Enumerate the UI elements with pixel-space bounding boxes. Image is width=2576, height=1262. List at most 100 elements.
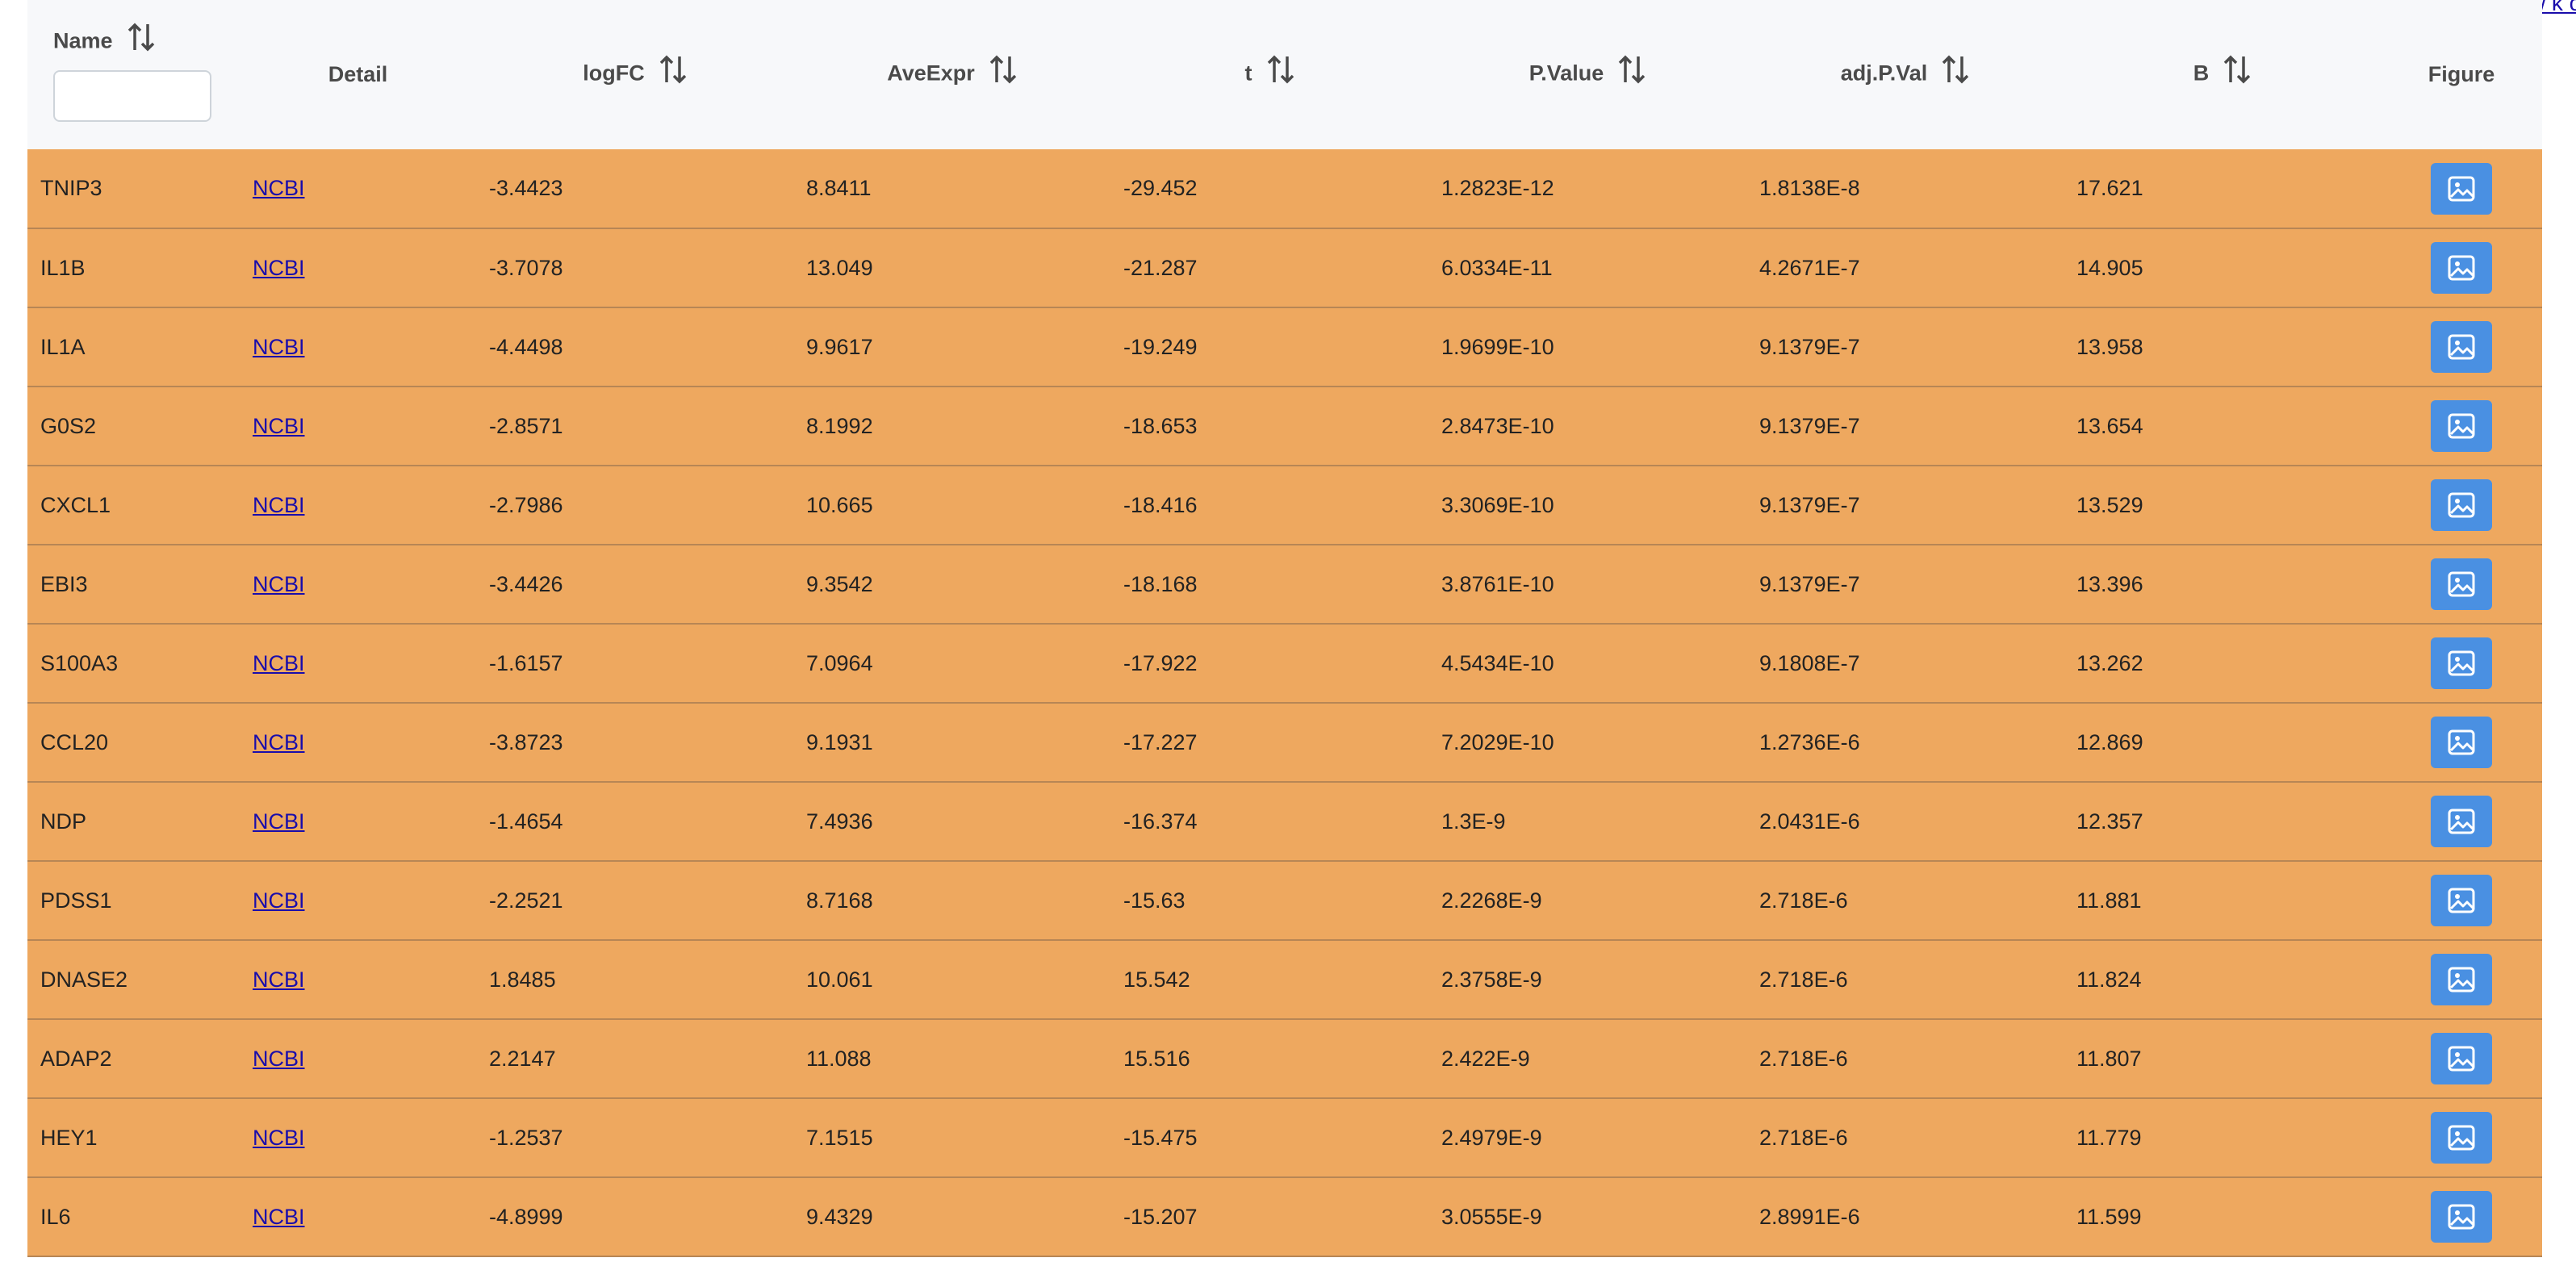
- ncbi-link[interactable]: NCBI: [253, 809, 305, 834]
- cell-detail: NCBI: [240, 703, 476, 782]
- ncbi-link[interactable]: NCBI: [253, 650, 305, 675]
- ncbi-link[interactable]: NCBI: [253, 255, 305, 280]
- figure-button[interactable]: [2431, 637, 2492, 689]
- table-row: CXCL1 NCBI -2.7986 10.665 -18.416 3.3069E-10 9…: [27, 466, 2542, 545]
- sort-arrows-icon[interactable]: [659, 53, 687, 91]
- ncbi-link[interactable]: NCBI: [253, 1204, 305, 1229]
- ncbi-link[interactable]: NCBI: [253, 1125, 305, 1150]
- column-header-label: B: [2193, 61, 2210, 86]
- sort-arrows-icon[interactable]: [1942, 53, 1969, 91]
- cell-adjpval: 2.718E-6: [1759, 1125, 1848, 1150]
- cell-name: DNASE2: [40, 967, 128, 992]
- cell-aveexpr: 13.049: [806, 255, 873, 280]
- cell-t: 15.516: [1123, 1046, 1190, 1071]
- cell-logfc: -2.8571: [489, 413, 563, 438]
- cell-aveexpr: 7.1515: [806, 1125, 873, 1150]
- cell-aveexpr: 8.8411: [806, 176, 872, 200]
- table-row: IL1B NCBI -3.7078 13.049 -21.287 6.0334E-11 4.…: [27, 228, 2542, 307]
- ncbi-link[interactable]: NCBI: [253, 413, 305, 438]
- cell-adjpval: 2.8991E-6: [1759, 1204, 1860, 1229]
- cell-logfc: -3.4423: [489, 176, 563, 200]
- cell-aveexpr: 8.1992: [806, 413, 873, 438]
- cell-pvalue: 2.8473E-10: [1441, 413, 1554, 438]
- column-header-aveexpr[interactable]: AveExpr: [793, 0, 1110, 149]
- cell-t: -15.475: [1123, 1125, 1198, 1150]
- cell-figure: [2381, 149, 2542, 228]
- cell-pvalue: 3.3069E-10: [1441, 492, 1554, 517]
- cell-pvalue: 6.0334E-11: [1441, 255, 1553, 280]
- cell-b: 11.779: [2076, 1125, 2142, 1150]
- ncbi-link[interactable]: NCBI: [253, 888, 305, 913]
- sort-arrows-icon[interactable]: [2223, 53, 2251, 91]
- results-table-container: Name Detail logFC AveExpr t P.Value adj.…: [27, 0, 2542, 1262]
- sort-arrows-icon[interactable]: [989, 53, 1017, 91]
- column-header-label: logFC: [583, 61, 645, 86]
- cell-adjpval: 2.718E-6: [1759, 888, 1848, 913]
- cell-b: 12.869: [2076, 729, 2143, 754]
- cell-logfc: -3.7078: [489, 255, 563, 280]
- column-header-logfc[interactable]: logFC: [476, 0, 793, 149]
- cell-adjpval: 4.2671E-7: [1759, 255, 1860, 280]
- cell-figure: [2381, 1019, 2542, 1098]
- cell-adjpval: 9.1379E-7: [1759, 571, 1860, 596]
- ncbi-link[interactable]: NCBI: [253, 334, 305, 359]
- cell-logfc: -2.2521: [489, 888, 563, 913]
- figure-button[interactable]: [2431, 1033, 2492, 1084]
- cell-aveexpr: 10.665: [806, 492, 873, 517]
- ncbi-link[interactable]: NCBI: [253, 729, 305, 754]
- cell-b: 11.599: [2076, 1204, 2142, 1229]
- cell-aveexpr: 7.0964: [806, 650, 873, 675]
- name-filter-input[interactable]: [53, 70, 211, 122]
- figure-button[interactable]: [2431, 558, 2492, 610]
- column-header-label: t: [1244, 61, 1252, 86]
- cell-logfc: -3.4426: [489, 571, 563, 596]
- column-header-name[interactable]: Name: [27, 0, 240, 149]
- figure-button[interactable]: [2431, 875, 2492, 926]
- ncbi-link[interactable]: NCBI: [253, 571, 305, 596]
- ncbi-link[interactable]: NCBI: [253, 1046, 305, 1071]
- cell-pvalue: 2.3758E-9: [1441, 967, 1542, 992]
- cell-pvalue: 1.2823E-12: [1441, 176, 1554, 200]
- table-row: ADAP2 NCBI 2.2147 11.088 15.516 2.422E-9 2.718…: [27, 1019, 2542, 1098]
- table-row: HEY1 NCBI -1.2537 7.1515 -15.475 2.4979E-9 2.7…: [27, 1098, 2542, 1177]
- cell-figure: [2381, 228, 2542, 307]
- cell-detail: NCBI: [240, 940, 476, 1019]
- show-columns-link[interactable]: Show k c: [2489, 0, 2576, 15]
- figure-button[interactable]: [2431, 162, 2492, 215]
- figure-button[interactable]: [2431, 242, 2492, 294]
- cell-detail: NCBI: [240, 545, 476, 624]
- cell-b: 17.621: [2076, 176, 2143, 200]
- figure-button[interactable]: [2431, 400, 2492, 452]
- cell-detail: NCBI: [240, 228, 476, 307]
- cell-logfc: -3.8723: [489, 729, 563, 754]
- column-header-label: Name: [53, 28, 113, 53]
- figure-button[interactable]: [2431, 1112, 2492, 1164]
- column-header-t[interactable]: t: [1110, 0, 1428, 149]
- cell-b: 11.881: [2076, 888, 2142, 913]
- cell-aveexpr: 8.7168: [806, 888, 873, 913]
- cell-name: IL1B: [40, 255, 86, 280]
- figure-button[interactable]: [2431, 321, 2492, 373]
- cell-adjpval: 2.718E-6: [1759, 967, 1848, 992]
- table-row: TNIP3 NCBI -3.4423 8.8411 -29.452 1.2823E-12 1…: [27, 149, 2542, 228]
- sort-arrows-icon[interactable]: [1267, 53, 1294, 91]
- ncbi-link[interactable]: NCBI: [253, 176, 305, 200]
- ncbi-link[interactable]: NCBI: [253, 492, 305, 517]
- figure-button[interactable]: [2431, 479, 2492, 531]
- cell-t: -15.207: [1123, 1204, 1198, 1229]
- table-row: CCL20 NCBI -3.8723 9.1931 -17.227 7.2029E-10 1…: [27, 703, 2542, 782]
- sort-arrows-icon[interactable]: [1618, 53, 1646, 91]
- cell-detail: NCBI: [240, 861, 476, 940]
- sort-arrows-icon[interactable]: [128, 21, 155, 59]
- column-header-pvalue[interactable]: P.Value: [1428, 0, 1746, 149]
- figure-button[interactable]: [2431, 1191, 2492, 1243]
- column-header-adjpval[interactable]: adj.P.Val: [1746, 0, 2064, 149]
- column-header-detail: Detail: [240, 0, 476, 149]
- cell-name: IL1A: [40, 334, 86, 359]
- figure-button[interactable]: [2431, 717, 2492, 768]
- figure-button[interactable]: [2431, 796, 2492, 847]
- ncbi-link[interactable]: NCBI: [253, 967, 305, 992]
- cell-t: -15.63: [1123, 888, 1186, 913]
- figure-button[interactable]: [2431, 954, 2492, 1005]
- column-header-b[interactable]: B: [2064, 0, 2381, 149]
